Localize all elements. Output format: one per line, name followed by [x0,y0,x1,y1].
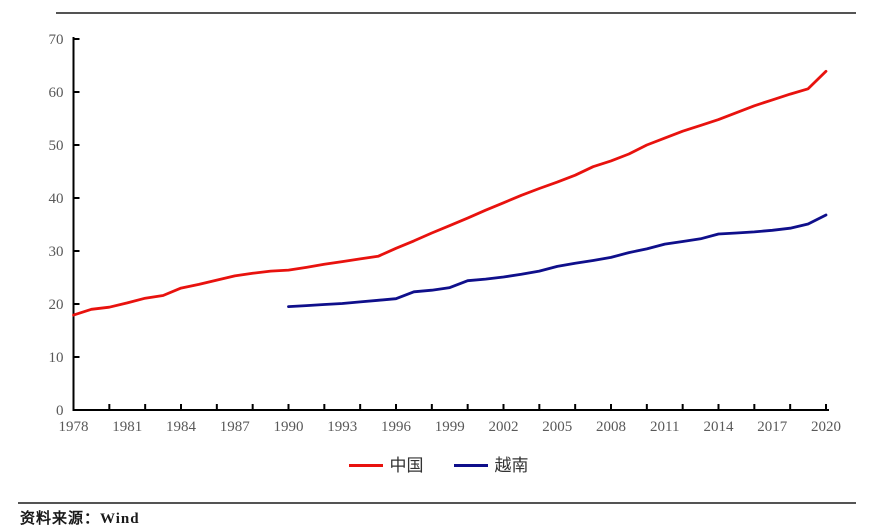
x-tick-label: 2020 [811,419,841,435]
y-tick-label: 10 [49,350,64,366]
x-tick-label: 1999 [435,419,465,435]
y-tick-label: 50 [49,138,64,154]
x-tick-label: 1993 [327,419,357,435]
x-tick-label: 1990 [274,419,304,435]
bottom-divider [18,502,856,504]
y-tick-label: 30 [49,244,64,260]
line-chart: 0 10 20 30 40 50 60 70 1978 1981 1984 1987 1990 1993 1… [49,32,842,435]
y-tick-label: 40 [49,191,64,207]
y-tick-label: 60 [49,85,64,101]
source-note: 资料来源：Wind [20,511,140,527]
x-tick-label: 2017 [757,419,788,435]
legend-item: 中国 [348,455,424,475]
x-tick-label: 1981 [112,419,142,435]
series-line [287,213,828,309]
x-tick-label: 2011 [650,419,679,435]
legend-item: 越南 [453,455,529,475]
x-tick-label: 1987 [220,419,251,435]
legend-label: 越南 [494,455,529,475]
x-tick-label: 1978 [59,419,89,435]
series-line [72,69,828,317]
x-tick-label: 1984 [166,419,197,435]
top-divider [56,12,856,14]
x-tick-label: 1996 [381,419,412,435]
x-tick-label: 2014 [704,419,735,435]
legend-line-swatch [348,463,383,467]
x-tick-label: 2008 [596,419,626,435]
chart-legend: 中国 越南 [0,452,877,478]
y-tick-label: 20 [49,297,64,313]
legend-line-swatch [453,463,488,467]
x-tick-label: 2002 [489,419,519,435]
y-tick-label: 0 [56,403,64,419]
x-tick-label: 2005 [542,419,572,435]
legend-label: 中国 [389,455,424,475]
y-tick-label: 70 [49,32,64,48]
